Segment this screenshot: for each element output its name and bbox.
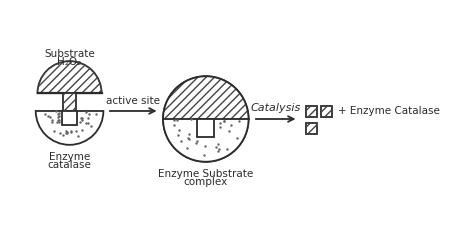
Circle shape	[163, 76, 248, 162]
Bar	[306, 123, 317, 134]
Bar	[306, 123, 317, 134]
Text: H₂O₂: H₂O₂	[58, 57, 82, 67]
Text: Enzyme Substrate: Enzyme Substrate	[158, 169, 253, 179]
Bar	[321, 106, 332, 117]
Bar	[306, 106, 317, 117]
Wedge shape	[163, 76, 248, 119]
Bar	[63, 93, 76, 111]
Text: active site: active site	[106, 96, 160, 106]
Wedge shape	[163, 119, 248, 162]
Text: complex: complex	[184, 177, 228, 187]
Wedge shape	[37, 61, 102, 93]
Bar	[197, 119, 214, 137]
Text: Substrate: Substrate	[44, 49, 95, 59]
Bar	[306, 106, 317, 117]
Bar	[321, 106, 332, 117]
Text: catalase: catalase	[48, 160, 91, 170]
Text: + Enzyme Catalase: + Enzyme Catalase	[338, 106, 440, 116]
Text: Enzyme: Enzyme	[49, 152, 90, 162]
Bar	[63, 111, 76, 124]
Text: Catalysis: Catalysis	[251, 103, 301, 113]
Wedge shape	[36, 111, 104, 145]
Bar	[63, 93, 76, 111]
